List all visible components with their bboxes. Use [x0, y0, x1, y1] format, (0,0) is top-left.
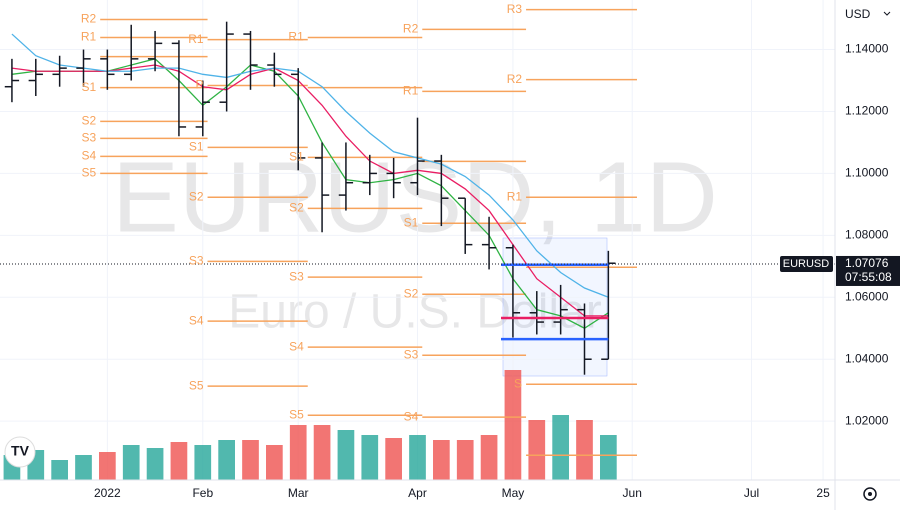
- volume-bar: [385, 438, 402, 480]
- volume-bar: [51, 460, 68, 480]
- pivot-label: R2: [507, 72, 523, 86]
- volume-bar: [266, 445, 283, 480]
- settings-icon[interactable]: [863, 487, 877, 501]
- volume-bar: [552, 415, 569, 480]
- y-tick-label: 1.14000: [845, 42, 889, 56]
- x-tick-label: May: [502, 486, 525, 500]
- currency: USD: [845, 7, 871, 21]
- volume-bar: [218, 440, 235, 480]
- volume-bar: [146, 448, 164, 480]
- volume-bar: [480, 435, 498, 480]
- dropdown-icon[interactable]: [883, 11, 891, 16]
- volume-bar: [313, 425, 331, 480]
- volume-bar: [528, 420, 546, 480]
- pivot-label: S1: [82, 80, 97, 94]
- volume-bar: [122, 445, 140, 480]
- pivot-label: S5: [189, 378, 204, 392]
- pivot-label: R1: [507, 189, 523, 203]
- pivot-label: S2: [289, 201, 304, 215]
- y-tick-label: 1.08000: [845, 228, 889, 242]
- pivot-label: S3: [82, 131, 97, 145]
- y-tick-label: 1.06000: [845, 289, 889, 303]
- volume-bar: [75, 455, 92, 480]
- volume-bar: [289, 425, 307, 480]
- x-tick-label: Jun: [623, 486, 642, 500]
- pivot-label: R2: [403, 22, 419, 36]
- pivot-label: S2: [189, 189, 204, 203]
- x-tick-label: Feb: [192, 486, 213, 500]
- pivot-label: P: [196, 78, 204, 92]
- volume-bar: [194, 445, 212, 480]
- volume-bar: [504, 370, 522, 480]
- pivot-label: R1: [188, 32, 204, 46]
- moving-average: [11, 33, 609, 298]
- volume-bar: [99, 452, 116, 480]
- pivot-label: S3: [289, 269, 304, 283]
- price-tag: EURUSD: [783, 258, 830, 270]
- pivot-label: S1: [289, 149, 304, 163]
- pivot-label: R2: [81, 12, 97, 26]
- volume-bar: [456, 440, 474, 480]
- pivot-label: S1: [404, 215, 419, 229]
- pivot-label: R3: [507, 2, 523, 16]
- pivot-label: R1: [288, 30, 304, 44]
- pivot-label: S1: [189, 140, 204, 154]
- pivot-label: S5: [289, 407, 304, 421]
- y-tick-label: 1.10000: [845, 166, 889, 180]
- svg-text:TV: TV: [11, 443, 30, 459]
- pivot-label: S: [514, 376, 522, 390]
- y-tick-label: 1.04000: [845, 351, 889, 365]
- volume-bar: [170, 442, 188, 480]
- volume-bar: [361, 435, 379, 480]
- pivot-label: S2: [82, 114, 97, 128]
- countdown: 07:55:08: [845, 270, 892, 284]
- pivot-label: R1: [403, 84, 419, 98]
- last-price-label: 1.07076: [845, 256, 889, 270]
- x-tick-label: Jul: [744, 486, 759, 500]
- pivot-label: S4: [404, 409, 419, 423]
- last-price-bg: [836, 255, 900, 286]
- volume-profile: [502, 237, 608, 377]
- tv-logo: TV: [4, 436, 36, 468]
- volume-bar: [409, 435, 426, 480]
- pivot-label: S3: [404, 347, 419, 361]
- pivot-label: S2: [404, 286, 419, 300]
- volume-bar: [242, 440, 259, 480]
- pivot-label: S4: [289, 339, 304, 353]
- volume-bar: [433, 440, 450, 480]
- x-tick-label: 25: [816, 486, 830, 500]
- x-tick-label: Apr: [408, 486, 427, 500]
- y-tick-label: 1.02000: [845, 413, 889, 427]
- watermark-sub: Euro / U.S. Dollar: [228, 286, 601, 339]
- y-tick-label: 1.12000: [845, 104, 889, 118]
- volume-bar: [600, 435, 617, 480]
- pivot-label: S4: [189, 313, 204, 327]
- pivot-label: R1: [81, 30, 97, 44]
- x-tick-label: 2022: [94, 486, 121, 500]
- volume-bar: [337, 430, 355, 480]
- x-tick-label: Mar: [288, 486, 309, 500]
- pivot-label: S3: [189, 254, 204, 268]
- pivot-label: S4: [82, 149, 97, 163]
- pivot-label: S5: [82, 166, 97, 180]
- volume-bar: [576, 420, 593, 480]
- price-tag-bg: [780, 255, 833, 272]
